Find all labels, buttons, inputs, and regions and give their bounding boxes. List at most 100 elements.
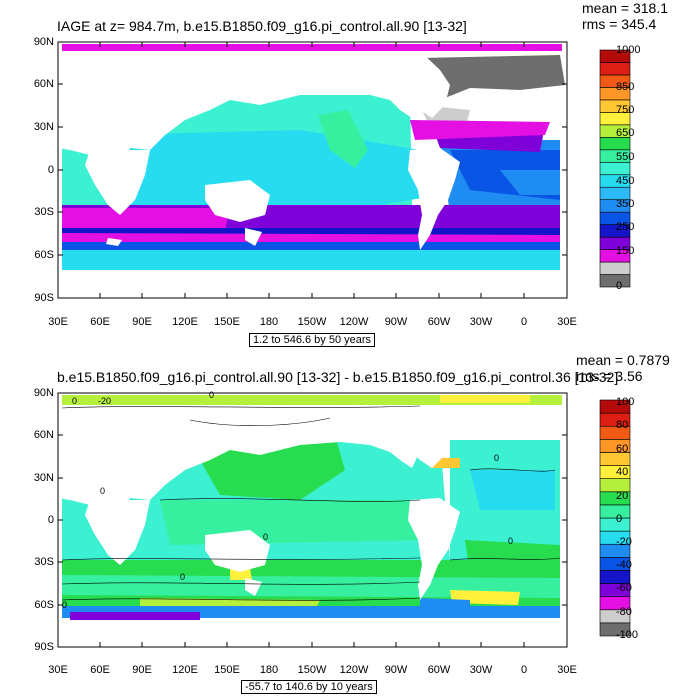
colorbar-label: 20	[616, 490, 629, 502]
colorbar-label: 450	[616, 175, 635, 187]
diff-map	[58, 393, 567, 647]
diff-title: b.e15.B1850.f09_g16.pi_control.all.90 [1…	[57, 369, 619, 385]
colorbar-swatch	[599, 137, 631, 151]
iage-mean: mean = 318.1	[582, 0, 669, 16]
colorbar-label: -100	[616, 629, 639, 641]
diff-lon-label: 30E	[557, 664, 577, 676]
colorbar-label: 40	[616, 466, 629, 478]
land-eurasia-africa	[58, 51, 430, 170]
colorbar-label: 80	[616, 419, 629, 431]
diff-lon-label: 90W	[384, 664, 408, 676]
diff-land-australia	[205, 530, 270, 572]
diff-land-south-america	[408, 498, 460, 600]
iage-title: IAGE at z= 984.7m, b.e15.B1850.f09_g16.p…	[57, 18, 467, 34]
colorbar-label: 150	[616, 245, 635, 257]
iage-lon-label: 60E	[90, 316, 110, 328]
iage-lon-label: 150W	[297, 316, 327, 328]
diff-contour-note: -55.7 to 140.6 by 10 years	[241, 680, 377, 694]
diff-lon-label: 30W	[469, 664, 493, 676]
diff-land-eurasia	[58, 405, 430, 520]
colorbar-label: 100	[616, 396, 635, 408]
iage-lon-label: 120E	[172, 316, 198, 328]
land-south-america	[408, 148, 460, 250]
colorbar-swatch	[599, 261, 631, 275]
diff-contour-label: 0	[100, 486, 106, 496]
iage-lon-label: 0	[520, 316, 528, 328]
iage-lon-label: 180	[259, 316, 279, 328]
iage-rms: rms = 345.4	[582, 16, 657, 32]
colorbar-label: -40	[616, 559, 632, 571]
diff-contour-label: 0	[263, 532, 269, 542]
diff-contour-label: -20	[98, 396, 112, 406]
diff-lat-label: 90S	[34, 641, 54, 653]
iage-contour-note: 1.2 to 546.6 by 50 years	[249, 333, 376, 347]
colorbar-swatch	[599, 274, 631, 288]
diff-lon-label: 90E	[132, 664, 152, 676]
diff-lon-label: 60W	[427, 664, 451, 676]
diff-lat-label: 30N	[33, 472, 54, 484]
diff-lat-label: 90N	[33, 387, 54, 399]
iage-lat-label: 90S	[34, 292, 54, 304]
iage-lon-label: 30E	[48, 316, 68, 328]
iage-colorbar	[599, 49, 631, 288]
land-africa	[85, 150, 150, 215]
colorbar-label: -60	[616, 582, 632, 594]
iage-lat-label: 90N	[33, 36, 54, 48]
iage-lon-label: 90E	[132, 316, 152, 328]
colorbar-label: 60	[616, 443, 629, 455]
diff-mean: mean = 0.7879	[576, 352, 670, 368]
diff-lon-label: 150E	[214, 664, 240, 676]
diff-lat-label: 0	[47, 514, 54, 526]
diff-lon-label: 150W	[297, 664, 327, 676]
diff-lon-label: 30E	[48, 664, 68, 676]
diff-contour-label: 0	[209, 390, 215, 400]
land-north-america	[410, 51, 450, 118]
iage-lon-label: 60W	[427, 316, 451, 328]
iage-lat-label: 60N	[33, 78, 54, 90]
diff-lon-label: 60E	[90, 664, 110, 676]
colorbar-label: -80	[616, 606, 632, 618]
iage-lat-label: 0	[47, 164, 54, 176]
diff-contour-label: 0	[180, 572, 186, 582]
colorbar-swatch	[599, 161, 631, 176]
diff-lat-label: 60N	[33, 429, 54, 441]
colorbar-swatch	[599, 504, 631, 519]
colorbar-label: 750	[616, 104, 635, 116]
colorbar-swatch	[599, 62, 631, 76]
diff-lon-label: 120W	[339, 664, 369, 676]
colorbar-label: 0	[616, 513, 623, 525]
iage-lon-label: 90W	[384, 316, 408, 328]
iage-map	[58, 42, 567, 298]
diff-colorbar	[599, 399, 631, 637]
diff-lon-label: 120E	[172, 664, 198, 676]
iage-lat-label: 60S	[34, 249, 54, 261]
colorbar-label: 850	[616, 81, 635, 93]
iage-lon-label: 30W	[469, 316, 493, 328]
diff-contour-label: 0	[494, 453, 500, 463]
iage-lon-label: 150E	[214, 316, 240, 328]
colorbar-swatch	[599, 49, 631, 63]
iage-ticks	[57, 41, 568, 299]
diff-lat-label: 30S	[34, 556, 54, 568]
diff-contour-label: 0	[62, 600, 68, 610]
iage-lat-label: 30S	[34, 206, 54, 218]
diff-lat-label: 60S	[34, 599, 54, 611]
colorbar-label: 0	[616, 280, 623, 292]
iage-lon-label: 30E	[557, 316, 577, 328]
colorbar-label: 1000	[616, 44, 641, 56]
diff-lon-label: 0	[520, 664, 528, 676]
colorbar-label: 350	[616, 198, 635, 210]
iage-lat-label: 30N	[33, 121, 54, 133]
colorbar-label: -20	[616, 536, 632, 548]
colorbar-swatch	[599, 517, 631, 532]
diff-rms: rms = 3.56	[576, 368, 643, 384]
colorbar-label: 650	[616, 127, 635, 139]
diff-contour-label: 0	[72, 396, 78, 406]
iage-lon-label: 120W	[339, 316, 369, 328]
colorbar-label: 550	[616, 151, 635, 163]
diff-contour-label: 0	[508, 536, 514, 546]
land-australia	[205, 180, 270, 222]
colorbar-label: 250	[616, 221, 635, 233]
diff-lon-label: 180	[259, 664, 279, 676]
